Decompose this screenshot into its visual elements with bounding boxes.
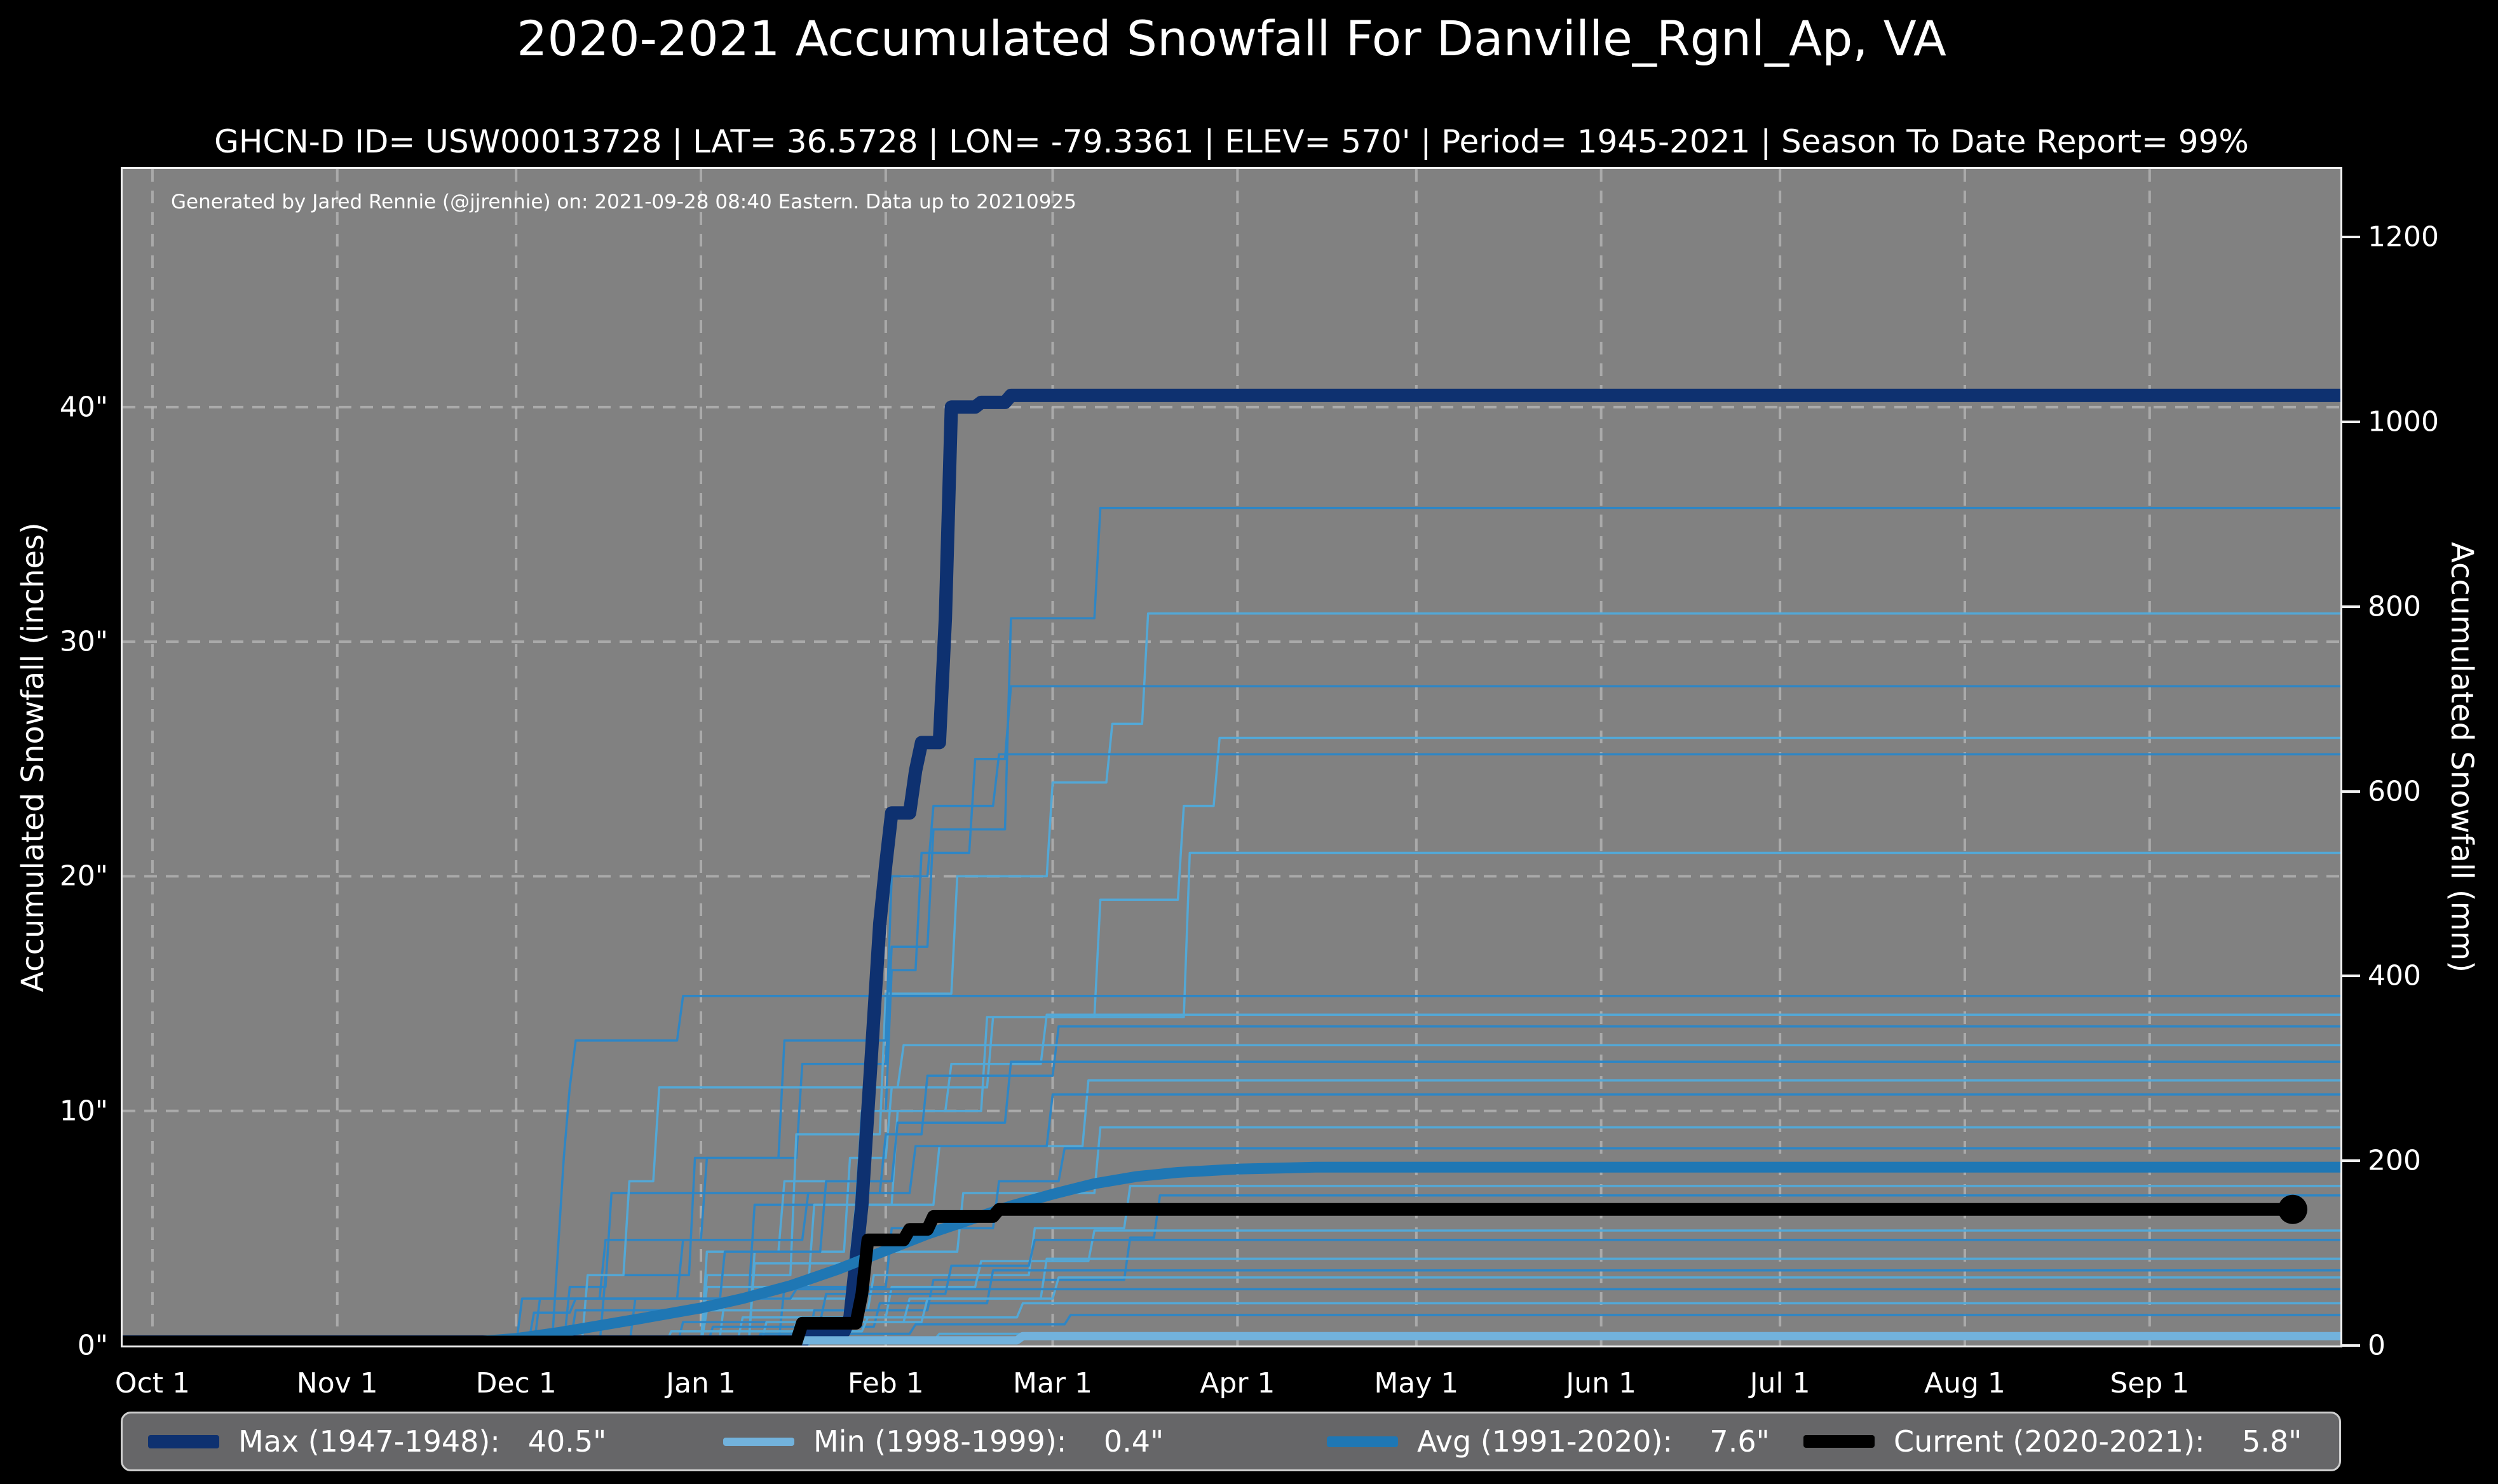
background-season-line: [700, 612, 2340, 1346]
y-axis-label-left: Accumulated Snowfall (inches): [15, 522, 51, 992]
background-season-line: [700, 1013, 2340, 1346]
background-season-line: [598, 753, 2340, 1346]
x-tick-label: Jul 1: [1749, 1367, 1810, 1400]
background-season-line: [700, 736, 2340, 1346]
legend-label-avg: Avg (1991-2020): 7.6": [1417, 1424, 1770, 1459]
legend-entry-max: Max (1947-1948): 40.5": [148, 1413, 606, 1469]
background-season-line: [753, 1314, 2340, 1346]
y-tick-label-right: 1200: [2368, 220, 2439, 253]
legend-entry-avg: Avg (1991-2020): 7.6": [1327, 1413, 1770, 1469]
x-tick-label: May 1: [1374, 1367, 1459, 1400]
background-season-line: [747, 1079, 2340, 1346]
background-season-line: [550, 995, 2340, 1346]
avg-line: [123, 1161, 2340, 1346]
legend-label-max: Max (1947-1948): 40.5": [238, 1424, 607, 1459]
y-tick-mark-right: [2342, 1159, 2360, 1163]
background-season-line: [515, 506, 2340, 1346]
y-tick-label-right: 800: [2368, 590, 2421, 623]
legend-entry-min: Min (1998-1999): 0.4": [723, 1413, 1164, 1469]
background-season-line: [735, 1229, 2340, 1346]
y-tick-label-right: 400: [2368, 959, 2421, 992]
x-tick-label: Aug 1: [1924, 1367, 2006, 1400]
background-season-line: [628, 685, 2340, 1346]
x-tick-label: Mar 1: [1013, 1367, 1093, 1400]
y-tick-label-right: 200: [2368, 1144, 2421, 1177]
attribution-note: Generated by Jared Rennie (@jjrennie) on…: [171, 191, 1076, 213]
background-season-line: [705, 1269, 2340, 1346]
y-tick-mark-right: [2342, 975, 2360, 978]
x-tick-label: Nov 1: [296, 1367, 378, 1400]
legend-swatch-avg: [1327, 1436, 1398, 1447]
y-tick-label-left: 30": [59, 625, 108, 658]
x-tick-label: Feb 1: [847, 1367, 924, 1400]
x-tick-label: Apr 1: [1200, 1367, 1275, 1400]
max-line: [123, 388, 2340, 1346]
background-season-line: [675, 1239, 2340, 1346]
x-tick-label: Dec 1: [475, 1367, 557, 1400]
legend: Max (1947-1948): 40.5" Min (1998-1999): 0…: [121, 1412, 2341, 1471]
background-season-line: [533, 1093, 2340, 1346]
current-end-dot: [2277, 1194, 2307, 1224]
chart-subtitle: GHCN-D ID= USW00013728 | LAT= 36.5728 | …: [214, 123, 2249, 160]
y-tick-label-right: 600: [2368, 775, 2421, 808]
x-tick-label: Jun 1: [1566, 1367, 1637, 1400]
background-season-line: [759, 1257, 2340, 1346]
background-season-line: [777, 1147, 2340, 1346]
y-tick-mark-right: [2342, 236, 2360, 239]
y-tick-label-left: 40": [59, 391, 108, 424]
chart-canvas: [123, 169, 2340, 1346]
chart-title: 2020-2021 Accumulated Snowfall For Danvi…: [517, 10, 1946, 67]
x-tick-label: Oct 1: [114, 1367, 190, 1400]
legend-label-min: Min (1998-1999): 0.4": [813, 1424, 1164, 1459]
y-tick-mark-right: [2342, 605, 2360, 608]
legend-label-current: Current (2020-2021): 5.8": [1894, 1424, 2302, 1459]
plot-area: Generated by Jared Rennie (@jjrennie) on…: [121, 167, 2342, 1347]
legend-entry-current: Current (2020-2021): 5.8": [1803, 1413, 2302, 1469]
y-tick-mark-right: [2342, 421, 2360, 424]
x-tick-label: Sep 1: [2110, 1367, 2190, 1400]
legend-swatch-max: [148, 1434, 219, 1448]
current-line: [123, 1203, 2293, 1346]
y-tick-label-left: 0": [77, 1329, 108, 1362]
y-tick-label-left: 10": [59, 1095, 108, 1128]
background-season-line: [562, 1025, 2340, 1346]
x-tick-label: Jan 1: [666, 1367, 736, 1400]
background-season-line: [700, 1185, 2340, 1346]
legend-swatch-min: [723, 1437, 794, 1446]
background-season-line: [580, 1044, 2340, 1346]
background-season-line: [717, 1126, 2340, 1346]
y-tick-label-left: 20": [59, 860, 108, 893]
background-season-line: [664, 1302, 2340, 1346]
background-season-line: [747, 851, 2340, 1346]
y-tick-mark-right: [2342, 1344, 2360, 1347]
legend-swatch-current: [1803, 1435, 1875, 1448]
y-tick-mark-right: [2342, 790, 2360, 793]
y-tick-label-right: 1000: [2368, 405, 2439, 438]
y-axis-label-right: Accumulated Snowfall (mm): [2444, 542, 2480, 973]
y-tick-label-right: 0: [2368, 1329, 2386, 1362]
